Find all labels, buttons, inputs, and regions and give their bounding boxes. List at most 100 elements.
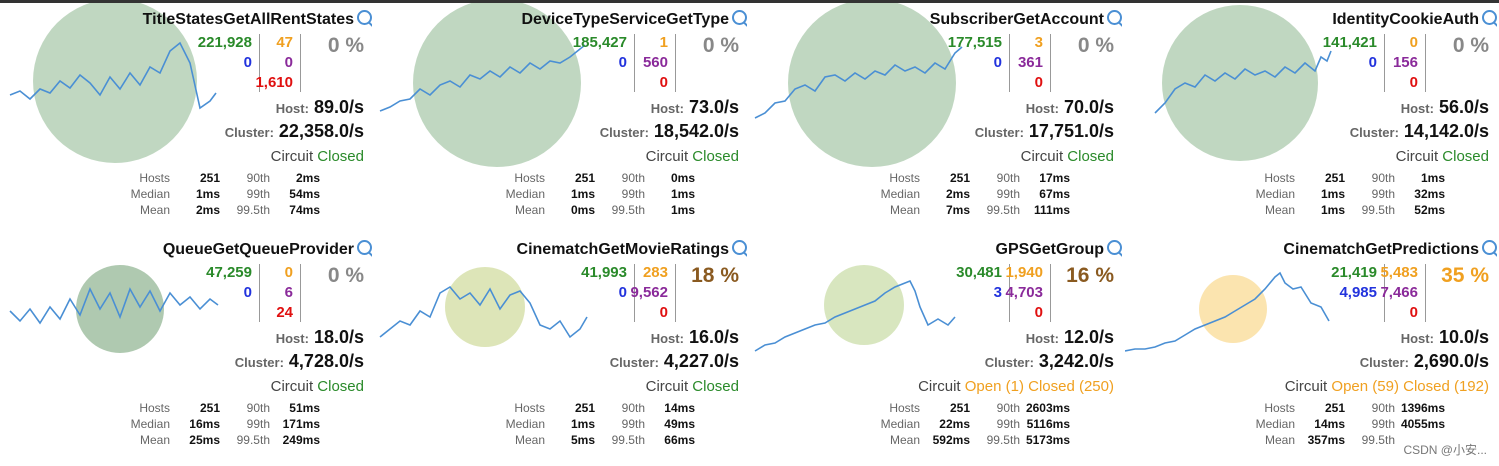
health-bubble: [76, 265, 164, 353]
rate-sparkline: [1125, 271, 1330, 352]
error-counts: 283 9,562 0: [630, 263, 668, 323]
dashboard-grid: TitleStatesGetAllRentStates 221,928 0 47…: [0, 3, 1499, 466]
health-bubble: [1162, 5, 1318, 161]
rejected-count: 7,466: [1380, 284, 1418, 301]
rate-sparkline: [754, 279, 956, 352]
search-icon[interactable]: [1107, 10, 1122, 25]
rejected-count: 9,562: [630, 284, 668, 301]
short-circuited-count: 0: [618, 284, 627, 301]
error-counts: 1,940 4,703 0: [1005, 263, 1043, 323]
circuit-status: Circuit Closed: [1020, 148, 1114, 165]
latency-stats: Hosts 251 90th 0ms Median 1ms 99th 1ms Mean 0ms…: [505, 171, 695, 217]
search-icon[interactable]: [357, 240, 372, 255]
host-rate: Host: 16.0/s: [650, 327, 739, 347]
cluster-rate: Cluster: 14,142.0/s: [1349, 121, 1489, 141]
health-bubble: [413, 3, 581, 167]
divider: [300, 34, 301, 92]
card-title[interactable]: TitleStatesGetAllRentStates: [143, 10, 372, 29]
card-title[interactable]: IdentityCookieAuth: [1332, 10, 1497, 29]
latency-stats: Hosts 251 90th 2ms Median 1ms 99th 54ms Mean 2m…: [130, 171, 320, 217]
latency-stats: Hosts 251 90th 51ms Median 16ms 99th 171ms Mea…: [130, 401, 320, 447]
card-title[interactable]: GPSGetGroup: [996, 240, 1122, 259]
circuit-card: SubscriberGetAccount 177,515 0 3 361 0 0…: [750, 3, 1122, 233]
health-bubble: [788, 3, 956, 167]
cluster-rate: Cluster: 22,358.0/s: [224, 121, 364, 141]
error-counts: 47 0 1,610: [255, 33, 293, 93]
card-title[interactable]: DeviceTypeServiceGetType: [521, 10, 747, 29]
host-rate: Host: 12.0/s: [1025, 327, 1114, 347]
rate-sparkline: [9, 287, 219, 325]
success-count: 185,427: [572, 34, 627, 51]
error-percentage: 16 %: [1066, 264, 1114, 287]
divider: [259, 264, 260, 322]
short-circuited-count: 3: [993, 284, 1002, 301]
circuit-status: Circuit Open (1) Closed (250): [918, 378, 1114, 395]
success-counts: 47,259 0: [206, 263, 252, 303]
error-percentage: 0 %: [327, 34, 364, 57]
cluster-rate: Cluster: 18,542.0/s: [599, 121, 739, 141]
search-icon[interactable]: [732, 10, 747, 25]
search-icon[interactable]: [1107, 240, 1122, 255]
timeout-count: 47: [276, 34, 293, 51]
divider: [675, 264, 676, 322]
cluster-rate: Cluster: 4,728.0/s: [234, 351, 364, 371]
cluster-rate: Cluster: 3,242.0/s: [984, 351, 1114, 371]
failure-count: 1,610: [255, 74, 293, 91]
short-circuited-count: 0: [618, 54, 627, 71]
card-title[interactable]: SubscriberGetAccount: [930, 10, 1122, 29]
card-title[interactable]: CinematchGetPredictions: [1283, 240, 1497, 259]
latency-stats: Hosts 251 90th 2603ms Median 22ms 99th 5116ms …: [880, 401, 1070, 447]
error-counts: 0 156 0: [1393, 33, 1418, 93]
latency-stats: Hosts 251 90th 17ms Median 2ms 99th 67ms Mean 7…: [880, 171, 1070, 217]
sparkline-chart: [9, 3, 217, 163]
circuit-status: Circuit Closed: [1395, 148, 1489, 165]
search-icon[interactable]: [732, 240, 747, 255]
sparkline-chart: [754, 265, 956, 352]
search-icon[interactable]: [1482, 10, 1497, 25]
sparkline-chart: [379, 267, 588, 347]
short-circuited-count: 0: [993, 54, 1002, 71]
success-counts: 41,993 0: [581, 263, 627, 303]
host-rate: Host: 89.0/s: [275, 97, 364, 117]
success-count: 21,419: [1331, 264, 1377, 281]
failure-count: 0: [659, 304, 668, 321]
success-count: 47,259: [206, 264, 252, 281]
circuit-card: TitleStatesGetAllRentStates 221,928 0 47…: [0, 3, 372, 233]
card-title[interactable]: QueueGetQueueProvider: [163, 240, 372, 259]
circuit-card: DeviceTypeServiceGetType 185,427 0 1 560…: [375, 3, 747, 233]
rejected-count: 361: [1017, 54, 1043, 71]
rejected-count: 560: [642, 54, 668, 71]
short-circuited-count: 0: [243, 54, 252, 71]
divider: [634, 264, 635, 322]
divider: [1425, 34, 1426, 92]
failure-count: 0: [1034, 74, 1043, 91]
divider: [1425, 264, 1426, 322]
circuit-card: CinematchGetMovieRatings 41,993 0 283 9,…: [375, 233, 747, 463]
circuit-status: Circuit Closed: [270, 148, 364, 165]
circuit-card: QueueGetQueueProvider 47,259 0 0 6 24 0 …: [0, 233, 372, 463]
circuit-status: Circuit Open (59) Closed (192): [1284, 378, 1489, 395]
error-percentage: 0 %: [1077, 34, 1114, 57]
error-counts: 3 361 0: [1018, 33, 1043, 93]
host-rate: Host: 56.0/s: [1400, 97, 1489, 117]
health-bubble: [445, 267, 525, 347]
failure-count: 0: [1409, 74, 1418, 91]
failure-count: 24: [276, 304, 293, 321]
short-circuited-count: 4,985: [1339, 284, 1377, 301]
watermark-text: CSDN @小安...: [1403, 443, 1487, 457]
search-icon[interactable]: [357, 10, 372, 25]
timeout-count: 5,483: [1380, 264, 1418, 281]
error-percentage: 18 %: [691, 264, 739, 287]
timeout-count: 0: [284, 264, 293, 281]
latency-stats: Hosts 251 90th 14ms Median 1ms 99th 49ms Mean 5…: [505, 401, 695, 447]
search-icon[interactable]: [1482, 240, 1497, 255]
card-title[interactable]: CinematchGetMovieRatings: [517, 240, 747, 259]
divider: [675, 34, 676, 92]
divider: [300, 264, 301, 322]
rate-sparkline: [379, 285, 588, 339]
error-counts: 0 6 24: [276, 263, 293, 323]
rate-sparkline: [9, 41, 217, 110]
divider: [1050, 264, 1051, 322]
sparkline-chart: [9, 265, 219, 353]
circuit-status: Circuit Closed: [270, 378, 364, 395]
